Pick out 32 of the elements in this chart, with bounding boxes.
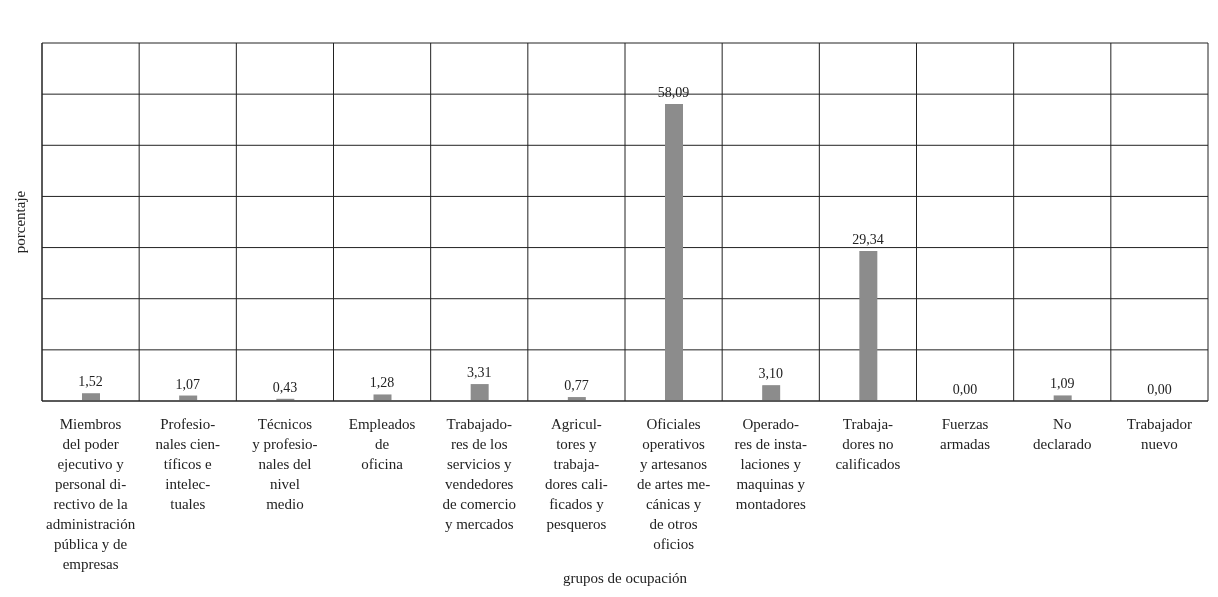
x-tick-label: Trabaja- dores no calificados xyxy=(835,415,901,472)
bar xyxy=(665,103,683,401)
data-label: 1,52 xyxy=(78,374,103,390)
data-label: 1,07 xyxy=(175,376,200,392)
data-label: 29,34 xyxy=(852,231,884,247)
x-tick-label: Técnicos y profesio- nales del nivel medio xyxy=(252,415,318,512)
x-tick-label: Empleados de oficina xyxy=(348,415,416,472)
bar xyxy=(1053,395,1072,401)
bar xyxy=(859,250,878,401)
x-tick-label: Oficiales operativos y artesanos de artes me- cánicas y de otros oficios xyxy=(636,415,711,552)
y-axis-title: porcentaje xyxy=(12,190,29,254)
data-label: 3,31 xyxy=(467,365,492,381)
data-label: 3,10 xyxy=(758,366,783,382)
x-axis-title: grupos de ocupación xyxy=(562,570,688,586)
x-tick-label: Operado- res de insta- laciones y maquinas y montadores xyxy=(734,415,807,512)
bar xyxy=(762,385,781,401)
x-tick-label: Agricul- tores y trabaja- dores cali- ficados y pesqueros xyxy=(544,415,608,532)
x-tick-label: Fuerzas armadas xyxy=(940,415,991,452)
x-tick-label: Profesio- nales cien- tíficos e intelec- tuales xyxy=(155,415,221,512)
bar xyxy=(470,384,489,401)
data-label: 0,00 xyxy=(952,382,978,397)
data-label: 0,43 xyxy=(272,379,298,395)
data-label: 1,09 xyxy=(1050,376,1075,392)
data-label: 1,28 xyxy=(369,375,395,391)
x-tick-label: No declarado xyxy=(1033,415,1092,452)
x-tick-label: Miembros del poder ejecutivo y personal di- rectivo de la administración pública y de empresas xyxy=(46,415,136,572)
bar xyxy=(373,394,392,401)
bar xyxy=(82,393,100,401)
x-tick-label: Trabajado- res de los servicios y vendedores de comercio y mercados xyxy=(442,415,517,532)
data-label: 0,00 xyxy=(1147,382,1172,397)
data-label: 0,77 xyxy=(564,378,589,394)
x-tick-label: Trabajador nuevo xyxy=(1126,415,1193,452)
